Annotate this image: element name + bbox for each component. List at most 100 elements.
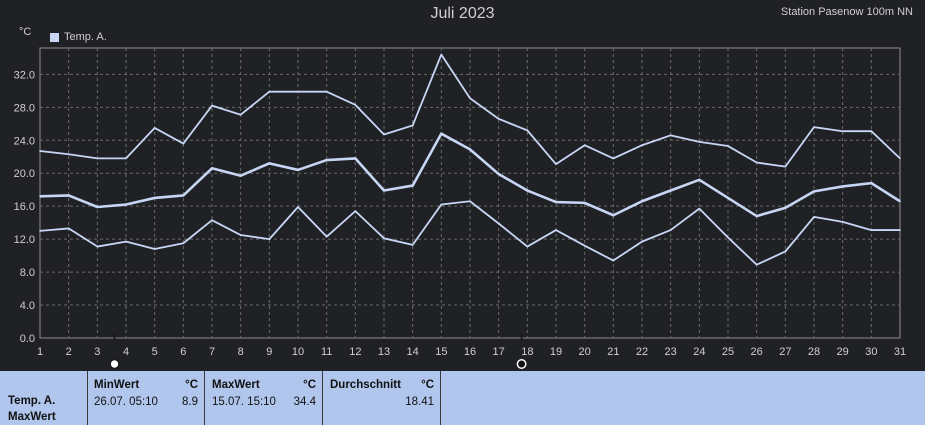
data-point-min	[411, 244, 414, 246]
min-unit: °C	[185, 379, 198, 391]
data-point-mean	[182, 194, 185, 197]
data-point-max	[39, 150, 41, 152]
new-moon-icon	[516, 359, 527, 369]
x-tick-label: 16	[464, 346, 476, 358]
full-moon-icon	[109, 359, 120, 369]
data-point-min	[153, 248, 156, 250]
x-tick-label: 31	[894, 346, 906, 358]
data-point-mean	[755, 215, 758, 217]
data-point-max	[755, 161, 758, 164]
data-point-max	[411, 124, 414, 127]
data-point-min	[612, 259, 615, 262]
x-tick-label: 28	[808, 346, 820, 358]
y-tick-label: 24.0	[14, 135, 35, 147]
stats-min-cell: MinWert °C 26.07. 05:10 8.9	[88, 371, 205, 425]
data-point-min	[469, 200, 471, 203]
data-point-max	[727, 145, 729, 147]
data-point-min	[239, 234, 242, 236]
data-point-min	[39, 230, 41, 232]
x-tick-label: 21	[607, 346, 619, 358]
data-point-min	[297, 206, 299, 208]
data-point-max	[67, 153, 70, 156]
y-tick-label: 28.0	[14, 102, 35, 114]
row-label-series: Temp. A.	[8, 395, 56, 407]
data-point-min	[641, 240, 643, 243]
x-tick-label: 3	[94, 346, 100, 358]
max-date: 15.07. 15:10	[212, 396, 276, 408]
stats-max-cell: MaxWert °C 15.07. 15:10 34.4	[205, 371, 323, 425]
data-point-mean	[583, 202, 586, 204]
x-tick-label: 30	[865, 346, 877, 358]
legend-label: Temp. A.	[64, 31, 107, 43]
x-tick-label: 20	[579, 346, 591, 358]
min-date: 26.07. 05:10	[94, 396, 158, 408]
x-tick-label: 24	[693, 346, 705, 358]
x-tick-label: 18	[521, 346, 533, 358]
x-tick-label: 14	[407, 346, 419, 358]
data-point-min	[755, 263, 758, 266]
data-point-mean	[899, 200, 901, 203]
data-point-mean	[96, 206, 99, 208]
data-point-mean	[698, 179, 701, 181]
data-point-mean	[297, 169, 299, 171]
data-point-min	[813, 216, 815, 218]
data-point-min	[182, 242, 185, 245]
data-point-mean	[784, 207, 787, 209]
data-point-max	[555, 163, 557, 165]
data-point-max	[440, 53, 443, 56]
data-point-mean	[383, 189, 385, 192]
x-tick-label: 15	[435, 346, 447, 358]
x-tick-label: 26	[751, 346, 763, 358]
data-point-mean	[125, 203, 127, 206]
max-unit: °C	[303, 379, 316, 391]
x-tick-label: 10	[292, 346, 304, 358]
data-point-min	[383, 237, 385, 240]
stats-avg-cell: Durchschnitt °C 18.41	[323, 371, 441, 425]
data-point-max	[325, 90, 328, 93]
data-point-max	[813, 126, 815, 128]
data-point-min	[125, 240, 127, 243]
data-point-min	[96, 245, 99, 248]
data-point-mean	[268, 162, 271, 165]
y-tick-label: 20.0	[14, 168, 35, 180]
data-point-mean	[440, 132, 443, 135]
avg-header: Durchschnitt	[330, 379, 401, 391]
data-point-max	[497, 118, 500, 120]
data-point-min	[497, 222, 500, 225]
chart-area[interactable]: 0.04.08.012.016.020.024.028.032.01 2 3 4 5 6 7…	[0, 0, 925, 371]
data-point-min	[669, 229, 672, 231]
data-point-min	[870, 229, 873, 231]
data-point-mean	[211, 167, 213, 170]
data-point-mean	[354, 157, 357, 160]
data-point-mean	[641, 200, 643, 203]
data-point-mean	[526, 189, 529, 192]
data-point-mean	[841, 185, 844, 188]
data-point-max	[841, 130, 844, 133]
x-tick-label: 29	[837, 346, 849, 358]
data-point-min	[583, 244, 586, 247]
y-tick-label: 16.0	[14, 201, 35, 213]
data-point-max	[669, 134, 672, 137]
y-unit-label: °C	[19, 26, 32, 38]
avg-value: 18.41	[405, 396, 434, 408]
data-point-min	[727, 236, 729, 239]
data-point-mean	[469, 148, 471, 151]
data-point-max	[899, 157, 901, 160]
data-point-max	[125, 157, 127, 160]
x-tick-label: 5	[152, 346, 158, 358]
x-tick-label: 9	[266, 346, 272, 358]
data-point-max	[641, 144, 643, 147]
data-point-mean	[411, 184, 414, 187]
data-point-mean	[813, 190, 815, 193]
x-tick-label: 11	[321, 346, 332, 358]
legend[interactable]: Temp. A.	[50, 31, 107, 43]
x-tick-label: 6	[180, 346, 186, 358]
y-tick-label: 12.0	[14, 234, 35, 246]
data-point-min	[698, 207, 701, 210]
data-point-max	[153, 127, 156, 129]
data-point-max	[469, 97, 471, 100]
data-point-mean	[555, 201, 557, 203]
x-tick-label: 23	[665, 346, 677, 358]
x-tick-label: 2	[66, 346, 72, 358]
x-tick-label: 27	[779, 346, 791, 358]
